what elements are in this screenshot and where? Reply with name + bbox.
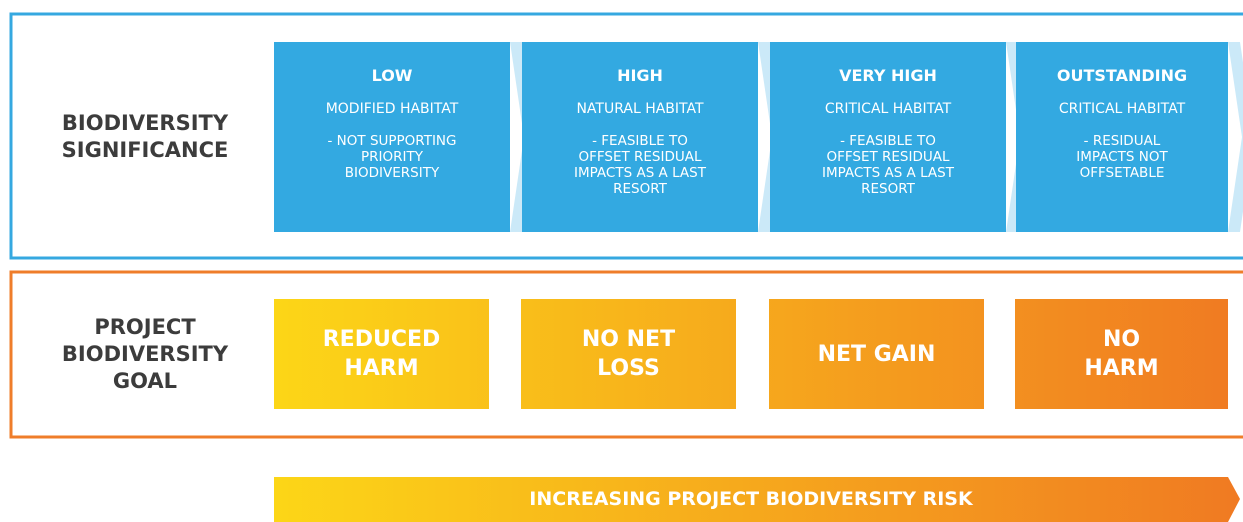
goal-line: REDUCED bbox=[322, 327, 441, 352]
goal-text: REDUCED HARM bbox=[274, 299, 489, 409]
goal-cell bbox=[274, 299, 489, 409]
cell-line: OFFSET RESIDUAL bbox=[826, 149, 950, 165]
cell-title: HIGH bbox=[617, 66, 663, 85]
cell-habitat: NATURAL HABITAT bbox=[576, 101, 704, 117]
cell-habitat: CRITICAL HABITAT bbox=[1058, 101, 1186, 117]
cell-line: PRIORITY bbox=[361, 149, 423, 165]
cell-line: - FEASIBLE TO bbox=[592, 133, 688, 149]
goal-line: NO bbox=[1102, 327, 1141, 352]
cell-line: - NOT SUPPORTING bbox=[327, 133, 457, 149]
goal-line: LOSS bbox=[597, 356, 660, 381]
arrow-label: INCREASING PROJECT BIODIVERSITY RISK bbox=[529, 488, 973, 510]
cell-line: - FEASIBLE TO bbox=[840, 133, 936, 149]
goal-text: NET GAIN bbox=[769, 299, 984, 409]
significance-text: HIGH NATURAL HABITAT - FEASIBLE TO OFFSET R… bbox=[522, 66, 758, 197]
goal-frame bbox=[9, 270, 1243, 439]
cell-title: VERY HIGH bbox=[839, 66, 937, 85]
goal-text: NO HARM bbox=[1015, 299, 1228, 409]
cell-line: - RESIDUAL bbox=[1083, 133, 1161, 149]
goal-cell bbox=[769, 299, 984, 409]
significance-cell bbox=[274, 42, 510, 232]
row-label-line: SIGNIFICANCE bbox=[61, 138, 229, 162]
goal-cell bbox=[1015, 299, 1228, 409]
cell-line: RESORT bbox=[861, 181, 915, 197]
goal-line: NO NET bbox=[581, 327, 676, 352]
cell-line: OFFSET RESIDUAL bbox=[578, 149, 702, 165]
chevron bbox=[1228, 42, 1243, 232]
cell-habitat: MODIFIED HABITAT bbox=[325, 101, 459, 117]
cell-line: BIODIVERSITY bbox=[344, 165, 440, 181]
goal-cell bbox=[521, 299, 736, 409]
row-label-line: BIODIVERSITY bbox=[61, 111, 229, 135]
cell-title: OUTSTANDING bbox=[1056, 66, 1188, 85]
row-label-line: GOAL bbox=[112, 368, 178, 393]
row-label-line: BIODIVERSITY bbox=[61, 341, 229, 366]
significance-text: VERY HIGH CRITICAL HABITAT - FEASIBLE TO OF… bbox=[770, 66, 1006, 197]
goal-line: HARM bbox=[344, 356, 419, 381]
cell-habitat: CRITICAL HABITAT bbox=[824, 101, 952, 117]
significance-cell bbox=[522, 42, 758, 232]
goal-line: HARM bbox=[1084, 356, 1159, 381]
significance-frame bbox=[9, 12, 1243, 260]
significance-cell bbox=[770, 42, 1006, 232]
goal-text: NO NET LOSS bbox=[521, 299, 736, 409]
significance-text: LOW MODIFIED HABITAT - NOT SUPPORTING PRIOR… bbox=[274, 66, 510, 181]
row-label-line: PROJECT bbox=[94, 314, 196, 339]
cell-line: IMPACTS NOT bbox=[1076, 149, 1168, 165]
risk-arrow bbox=[274, 477, 1240, 522]
row-label: BIODIVERSITY SIGNIFICANCE bbox=[20, 110, 270, 164]
cell-line: OFFSETABLE bbox=[1079, 165, 1165, 181]
row-label: PROJECT BIODIVERSITY GOAL bbox=[20, 314, 270, 395]
significance-cell bbox=[1016, 42, 1228, 232]
cell-line: IMPACTS AS A LAST bbox=[822, 165, 954, 181]
cell-title: LOW bbox=[371, 66, 413, 85]
cell-line: RESORT bbox=[613, 181, 667, 197]
cell-line: IMPACTS AS A LAST bbox=[574, 165, 706, 181]
significance-text: OUTSTANDING CRITICAL HABITAT - RESIDUAL IMP… bbox=[1016, 66, 1228, 181]
shapes bbox=[274, 42, 1243, 409]
goal-line: NET GAIN bbox=[817, 341, 936, 367]
